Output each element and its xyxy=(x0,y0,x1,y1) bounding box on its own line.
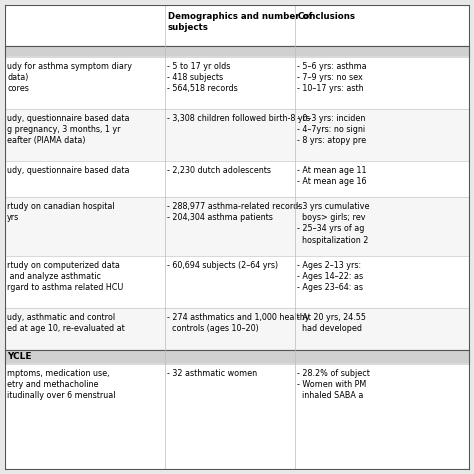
Text: - 32 asthmatic women: - 32 asthmatic women xyxy=(167,369,257,378)
Text: - 274 asthmatics and 1,000 healthy
  controls (ages 10–20): - 274 asthmatics and 1,000 healthy contr… xyxy=(167,313,310,333)
Text: udy, questionnaire based data
g pregnancy, 3 months, 1 yr
eafter (PIAMA data): udy, questionnaire based data g pregnanc… xyxy=(7,114,129,146)
Bar xyxy=(5,46,469,57)
Text: - 3,308 children followed birth-8 yrs: - 3,308 children followed birth-8 yrs xyxy=(167,114,310,123)
Text: udy for asthma symptom diary
data)
cores: udy for asthma symptom diary data) cores xyxy=(7,62,132,93)
Text: - At 20 yrs, 24.55
  had developed: - At 20 yrs, 24.55 had developed xyxy=(298,313,366,333)
Bar xyxy=(5,109,469,161)
Text: - Ages 2–13 yrs:
- Ages 14–22: as
- Ages 23–64: as: - Ages 2–13 yrs: - Ages 14–22: as - Ages… xyxy=(298,261,364,292)
Text: - 288,977 asthma-related records
- 204,304 asthma patients: - 288,977 asthma-related records - 204,3… xyxy=(167,202,303,222)
Text: mptoms, medication use,
etry and methacholine
itudinally over 6 menstrual: mptoms, medication use, etry and methach… xyxy=(7,369,116,400)
Text: - 5 to 17 yr olds
- 418 subjects
- 564,518 records: - 5 to 17 yr olds - 418 subjects - 564,5… xyxy=(167,62,238,93)
Bar xyxy=(5,350,469,364)
Text: rtudy on canadian hospital
yrs: rtudy on canadian hospital yrs xyxy=(7,202,115,222)
Bar xyxy=(5,5,469,46)
Text: rtudy on computerized data
 and analyze asthmatic
rgard to asthma related HCU: rtudy on computerized data and analyze a… xyxy=(7,261,124,292)
Text: - 3 yrs cumulative
  boys> girls; rev
- 25–34 yrs of ag
  hospitalization 2: - 3 yrs cumulative boys> girls; rev - 25… xyxy=(298,202,370,245)
Bar xyxy=(5,364,469,469)
Text: - 28.2% of subject
- Women with PM
  inhaled SABA a: - 28.2% of subject - Women with PM inhal… xyxy=(298,369,370,400)
Text: - 0–3 yrs: inciden
- 4–7yrs: no signi
- 8 yrs: atopy pre: - 0–3 yrs: inciden - 4–7yrs: no signi - … xyxy=(298,114,366,146)
Text: Conclusions: Conclusions xyxy=(298,12,356,21)
Bar xyxy=(5,57,469,109)
Text: udy, questionnaire based data: udy, questionnaire based data xyxy=(7,166,129,175)
Text: YCLE: YCLE xyxy=(7,352,32,361)
Text: - 60,694 subjects (2–64 yrs): - 60,694 subjects (2–64 yrs) xyxy=(167,261,279,270)
Text: Demographics and number of
subjects: Demographics and number of subjects xyxy=(168,12,312,32)
Text: - 5–6 yrs: asthma
- 7–9 yrs: no sex
- 10–17 yrs: asth: - 5–6 yrs: asthma - 7–9 yrs: no sex - 10… xyxy=(298,62,367,93)
Bar xyxy=(5,197,469,256)
Text: udy, asthmatic and control
ed at age 10, re-evaluated at: udy, asthmatic and control ed at age 10,… xyxy=(7,313,125,333)
Text: - At mean age 11
- At mean age 16: - At mean age 11 - At mean age 16 xyxy=(298,166,367,186)
Bar xyxy=(5,256,469,308)
Bar xyxy=(5,308,469,350)
Text: - 2,230 dutch adolescents: - 2,230 dutch adolescents xyxy=(167,166,272,175)
Bar xyxy=(5,161,469,197)
